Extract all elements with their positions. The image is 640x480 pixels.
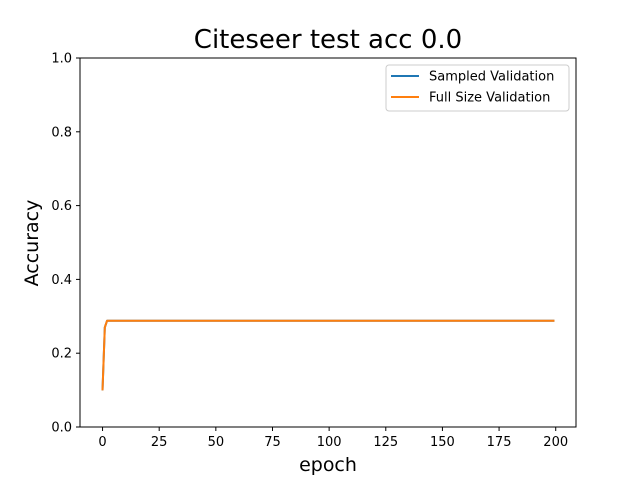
y-tick-label: 0.8	[51, 125, 72, 140]
x-tick-label: 200	[543, 435, 568, 450]
chart-title: Citeseer test acc 0.0	[194, 25, 462, 55]
y-axis: 0.0 0.2 0.4 0.6 0.8 1.0	[51, 52, 80, 436]
y-tick-label: 0.2	[51, 347, 72, 362]
x-tick-label: 150	[430, 435, 455, 450]
y-tick-label: 0.0	[51, 421, 72, 436]
x-tick-label: 125	[373, 435, 398, 450]
x-tick-label: 0	[98, 435, 106, 450]
legend-label: Sampled Validation	[429, 70, 554, 85]
x-tick-label: 25	[151, 435, 168, 450]
series-line-2	[101, 319, 555, 391]
legend-box	[385, 64, 570, 112]
plot-frame	[79, 57, 577, 428]
x-axis: 0 25 50 75 100 125 150 175 200	[98, 427, 568, 450]
x-tick-label: 175	[487, 435, 512, 450]
x-tick-label: 100	[317, 435, 342, 450]
legend: Sampled Validation Full Size Validation	[385, 64, 570, 112]
x-tick-label: 75	[264, 435, 281, 450]
x-axis-label: epoch	[299, 454, 357, 476]
y-axis-label: Accuracy	[21, 200, 43, 287]
y-tick-label: 0.4	[51, 273, 72, 288]
x-tick-label: 50	[208, 435, 225, 450]
y-tick-label: 1.0	[51, 52, 72, 67]
y-tick-label: 0.6	[51, 199, 72, 214]
series-layer	[101, 319, 555, 391]
legend-label: Full Size Validation	[429, 91, 550, 106]
